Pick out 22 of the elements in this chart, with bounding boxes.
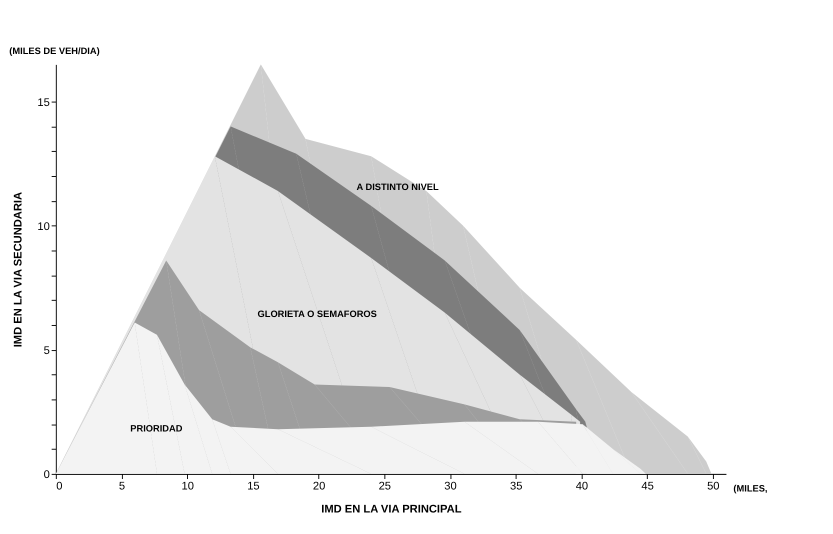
y-axis-title: IMD EN LA VIA SECUNDARIA	[12, 192, 25, 348]
x-tick-label: 45	[641, 480, 654, 492]
x-tick-label: 15	[247, 480, 260, 492]
x-tick-label: 25	[378, 480, 392, 492]
y-tick-label: 15	[37, 96, 50, 109]
x-tick-label: 0	[56, 480, 63, 492]
y-tick-label: 10	[37, 220, 50, 233]
text: (MILES,	[733, 484, 768, 494]
series-label: GLORIETA O SEMAFOROS	[258, 308, 377, 319]
text: (MILES DE VEH/DIA)	[9, 46, 100, 56]
y-tick-label: 0	[44, 469, 50, 482]
x-tick-label: 20	[312, 480, 326, 492]
x-tick-label: 35	[510, 480, 522, 492]
series-label: PRIORIDAD	[130, 424, 183, 434]
x-tick-label: 40	[576, 480, 588, 492]
x-tick-label: 5	[118, 480, 126, 492]
x-tick-label: 10	[181, 480, 194, 492]
x-axis-title: IMD EN LA VIA PRINCIPAL	[321, 504, 462, 516]
x-tick-label: 50	[707, 480, 720, 492]
series-label: A DISTINTO NIVEL	[356, 182, 439, 192]
x-tick-label: 30	[444, 480, 457, 492]
y-tick-label: 5	[44, 344, 50, 357]
